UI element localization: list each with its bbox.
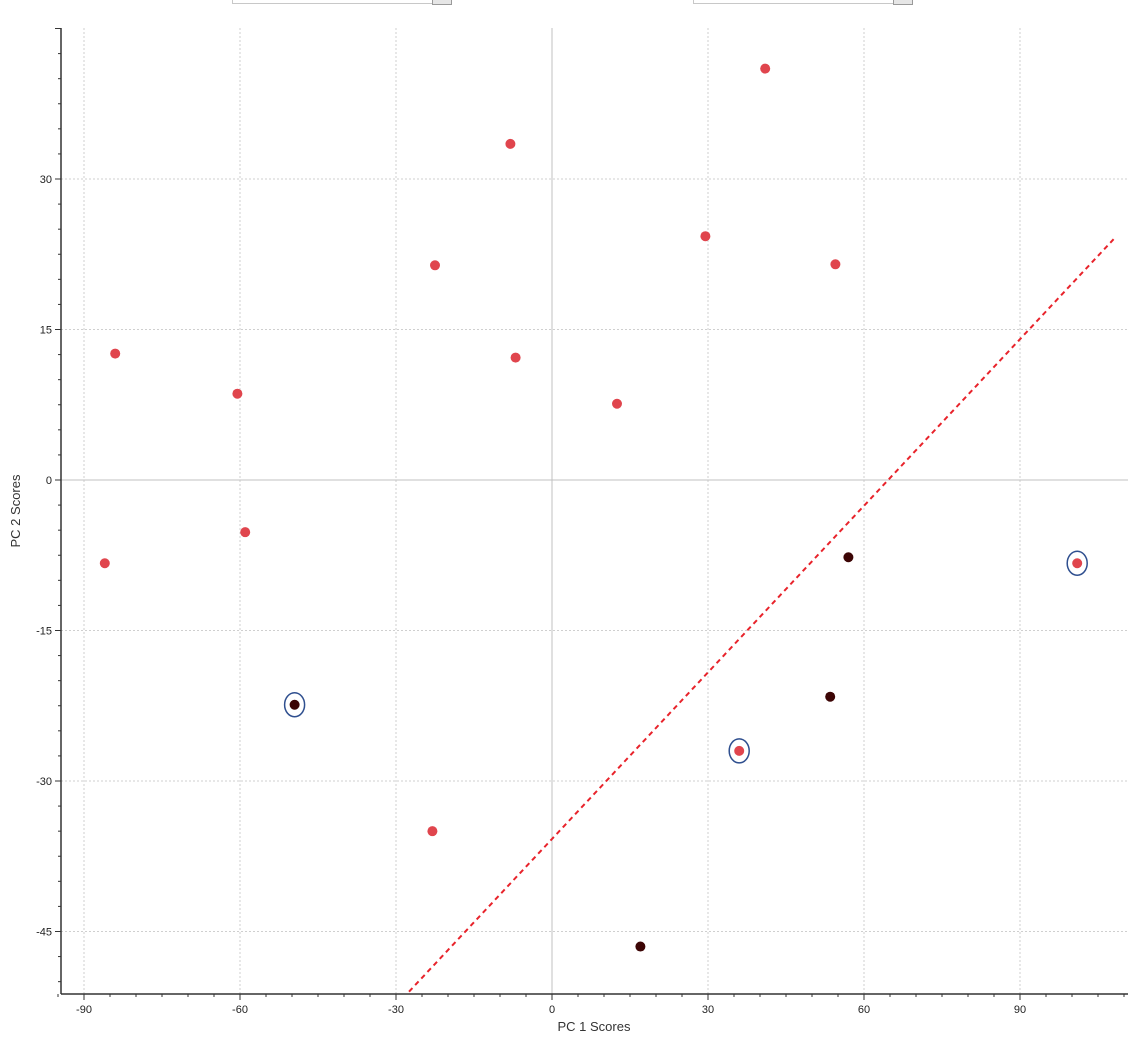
toolbar-button-left[interactable] [432,0,452,5]
y-tick-label: 0 [46,475,52,487]
data-point-red [1072,558,1083,569]
tick-labels: -90 -60 -30 0 30 60 90 30 15 0 -15 -30 -45 [36,174,1026,1016]
x-axis-title: PC 1 Scores [558,1019,631,1034]
highlight-ring [728,738,750,764]
x-tick-label: 30 [702,1004,714,1016]
highlight-ring [283,691,306,718]
data-point-dark [825,691,836,702]
data-point-red [830,259,841,270]
top-toolbar-strip [0,0,1145,6]
y-axis-title: PC 2 Scores [8,474,23,547]
dashed-divider-line [408,238,1115,993]
data-points [99,63,1088,952]
toolbar-button-right[interactable] [893,0,913,5]
y-tick-label: -45 [36,926,52,938]
data-point-red [430,260,440,271]
x-tick-label: -30 [388,1004,404,1016]
data-point-red [734,745,745,756]
y-tick-label: 30 [40,174,52,186]
x-tick-label: 60 [858,1004,870,1016]
grid [61,28,1128,994]
data-point-red [232,388,243,399]
data-point-dark [843,552,854,563]
x-tick-label: 90 [1014,1004,1026,1016]
data-point-dark [289,699,300,710]
data-point-red [700,231,711,242]
highlight-ring [1066,550,1088,577]
divider-lines [408,238,1115,993]
x-tick-label: -90 [76,1004,92,1016]
data-point-red [240,527,251,538]
data-point-dark [635,941,646,952]
y-tick-label: -30 [36,776,52,788]
data-point-red [505,138,516,149]
data-point-red [99,558,110,569]
x-tick-label: 0 [549,1004,555,1016]
x-tick-label: -60 [232,1004,248,1016]
data-point-red [760,63,771,74]
y-tick-label: 15 [40,325,52,337]
axes [55,28,1128,1000]
data-point-red [110,348,121,359]
data-point-red [427,826,438,837]
y-tick-label: -15 [36,625,52,637]
data-point-red [510,352,521,363]
data-point-red [612,398,622,409]
